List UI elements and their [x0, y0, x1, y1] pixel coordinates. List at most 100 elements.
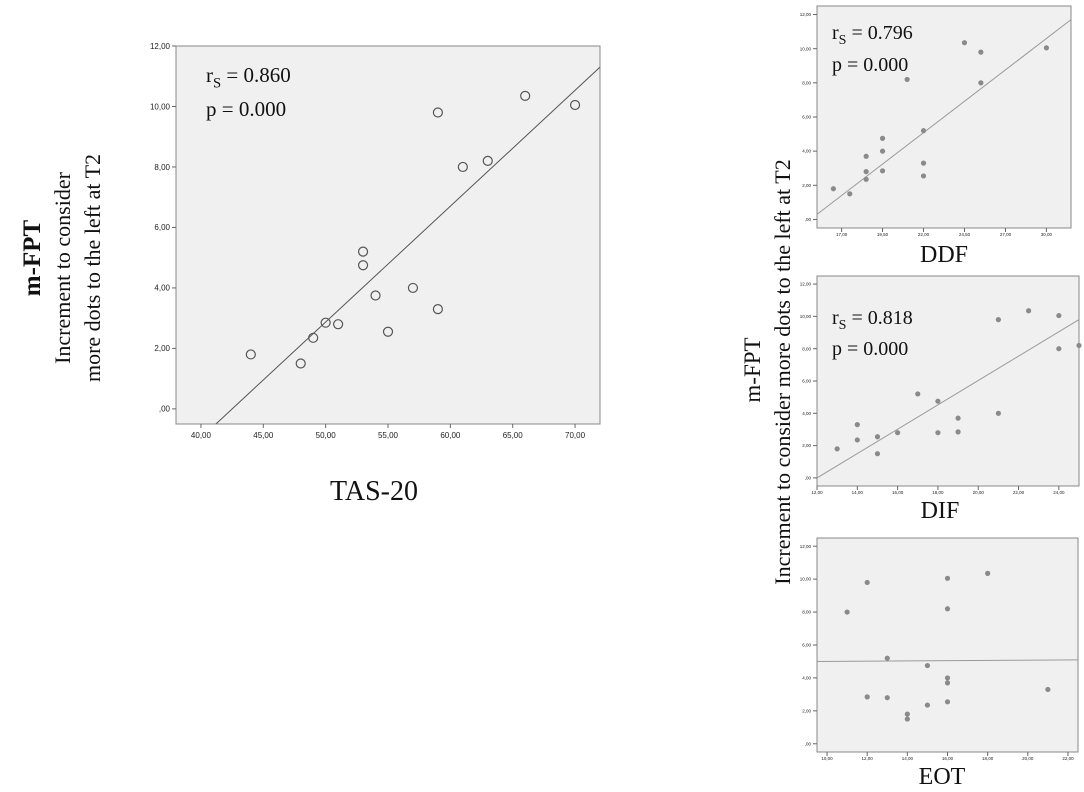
y-tick-label: 6,00 — [802, 379, 811, 384]
data-point — [944, 680, 951, 686]
data-point — [920, 173, 927, 179]
data-point — [978, 80, 984, 86]
data-point — [944, 699, 951, 705]
data-point — [995, 317, 1001, 323]
x-tick-label: 10,00 — [821, 756, 833, 761]
data-point — [407, 282, 419, 294]
x-tick-label: 14,00 — [902, 756, 914, 761]
data-point — [944, 575, 951, 581]
data-point — [844, 609, 850, 615]
fit-line — [215, 66, 601, 425]
data-point — [834, 446, 840, 452]
x-tick-label: 27,00 — [1000, 232, 1012, 237]
data-point — [432, 303, 443, 315]
x-tick-label: 12,00 — [811, 490, 823, 495]
y-tick-label: 2,00 — [802, 443, 811, 448]
data-point — [884, 695, 890, 701]
x-tick-label: 40,00 — [191, 431, 212, 440]
y-tick-label: 12,00 — [150, 42, 171, 51]
data-point — [904, 76, 910, 83]
data-point — [884, 655, 890, 661]
x-tick-label: 20,00 — [973, 490, 985, 495]
data-point — [874, 434, 881, 440]
data-point — [944, 606, 951, 612]
scatter-chart-2: ,00 2,00 4,00 6,00 8,00 10,00 12,00 17,00 19,50 2… — [800, 5, 1072, 268]
fit-line — [816, 319, 1080, 479]
fit-line — [816, 659, 1079, 662]
data-point — [830, 186, 836, 192]
x-tick-label: 12,00 — [862, 756, 874, 761]
x-tick-label: 30,00 — [1041, 232, 1053, 237]
stat-p: p = 0.000 — [832, 54, 908, 76]
x-axis-title: DDF — [920, 242, 968, 268]
y-tick-label: 2,00 — [802, 183, 811, 188]
data-point — [357, 260, 369, 271]
x-axis-title: DIF — [921, 498, 960, 524]
y-tick-label: 10,00 — [800, 314, 812, 319]
plot-area — [816, 537, 1079, 753]
data-point — [1056, 312, 1062, 319]
data-point — [935, 398, 941, 404]
y-tick-label: 2,00 — [154, 344, 170, 353]
data-point — [995, 410, 1001, 416]
x-axis-title: EOT — [919, 764, 966, 790]
data-point — [863, 176, 869, 182]
y-tick-label: 12,00 — [800, 282, 812, 287]
data-point — [357, 246, 369, 257]
data-point — [879, 148, 886, 154]
data-point — [955, 429, 961, 435]
y-tick-label: 6,00 — [154, 223, 170, 232]
data-point — [985, 570, 991, 576]
data-point — [920, 128, 927, 134]
right-y-axis-title-sub: Increment to consider more dots to the l… — [770, 159, 795, 584]
data-point — [955, 415, 961, 421]
data-point — [308, 332, 319, 343]
data-point — [295, 358, 306, 369]
x-tick-label: 45,00 — [253, 431, 274, 440]
y-axis-title-main: m-FPT — [19, 219, 46, 296]
data-point — [924, 702, 931, 708]
y-tick-label: 6,00 — [802, 115, 811, 120]
data-point — [863, 153, 869, 159]
y-tick-label: 12,00 — [800, 12, 812, 17]
data-point — [333, 319, 344, 330]
x-tick-label: 22,00 — [918, 232, 930, 237]
data-point — [978, 49, 984, 55]
data-point — [854, 422, 860, 428]
data-point — [904, 711, 910, 717]
x-tick-label: 65,00 — [503, 431, 524, 440]
y-axis-title-sub-2: more dots to the left at T2 — [80, 154, 105, 382]
scatter-chart-1: ,00 2,00 4,00 6,00 8,00 10,00 12,00 40,00 45,00 5… — [150, 42, 601, 507]
y-tick-label: 12,00 — [800, 544, 812, 549]
data-point — [879, 168, 886, 174]
y-tick-label: ,00 — [159, 405, 171, 414]
right-y-axis-title-main: m-FPT — [740, 337, 765, 402]
x-tick-label: 18,00 — [982, 756, 994, 761]
y-axis-title-sub-1: Increment to consider — [50, 171, 75, 363]
data-point — [1043, 45, 1050, 51]
x-tick-label: 60,00 — [440, 431, 461, 440]
x-tick-label: 24,00 — [1053, 490, 1065, 495]
data-point — [924, 662, 931, 669]
y-tick-label: 10,00 — [800, 577, 812, 582]
data-point — [1056, 346, 1062, 352]
x-tick-label: 55,00 — [378, 431, 399, 440]
data-point — [874, 451, 881, 457]
x-tick-label: 20,00 — [1022, 756, 1034, 761]
x-tick-label: 17,00 — [836, 232, 848, 237]
y-tick-label: 8,00 — [154, 163, 170, 172]
x-tick-label: 70,00 — [565, 431, 586, 440]
y-tick-label: 8,00 — [802, 610, 811, 615]
data-point — [457, 161, 468, 173]
data-point — [915, 391, 921, 397]
x-tick-label: 16,00 — [942, 756, 954, 761]
x-tick-label: 16,00 — [892, 490, 904, 495]
data-point — [920, 160, 927, 166]
x-tick-label: 19,50 — [877, 232, 889, 237]
data-point — [904, 716, 910, 722]
x-axis-title: TAS-20 — [330, 476, 418, 507]
stat-r: rS = 0.860 — [206, 63, 291, 91]
data-point — [432, 107, 443, 118]
data-point — [482, 155, 493, 167]
stat-p: p = 0.000 — [206, 97, 286, 121]
